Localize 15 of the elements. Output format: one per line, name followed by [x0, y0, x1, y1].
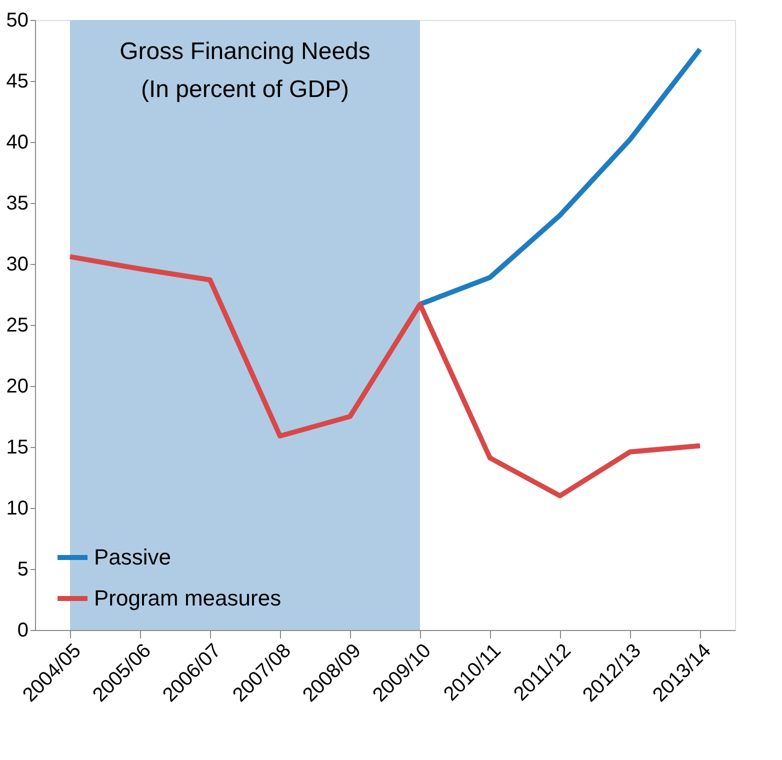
y-tick-label: 5 [17, 558, 28, 580]
y-tick-label: 20 [6, 376, 28, 398]
legend-label: Passive [94, 544, 172, 570]
y-tick-label: 30 [6, 254, 28, 276]
y-tick-label: 15 [6, 436, 28, 458]
text: Gross Financing Needs [120, 38, 370, 65]
y-tick-label: 0 [17, 620, 28, 642]
y-tick-label: 50 [6, 10, 28, 32]
y-tick-label: 35 [6, 192, 28, 214]
y-tick-label: 45 [6, 70, 28, 92]
y-tick-label: 25 [6, 314, 28, 336]
text: (In percent of GDP) [140, 76, 350, 103]
y-tick-label: 10 [6, 498, 28, 520]
legend-label: Program measures [94, 586, 282, 610]
y-tick-label: 40 [6, 132, 28, 154]
